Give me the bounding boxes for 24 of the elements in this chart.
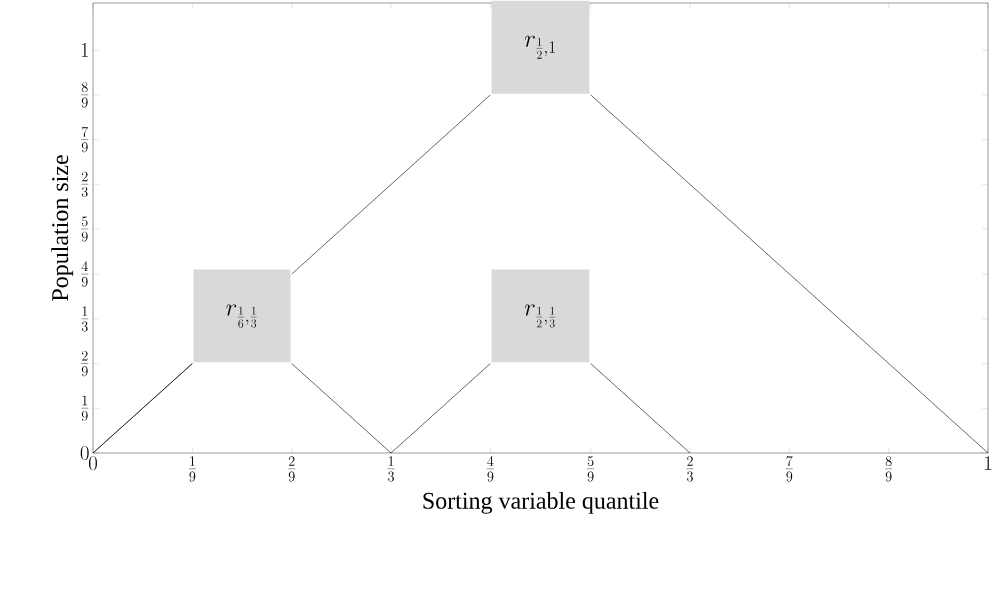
x-tick-label: $1$ bbox=[985, 456, 992, 470]
x-tick-label: $\frac{8}{9}$ bbox=[885, 456, 893, 482]
y-tick-label: $\frac{5}{9}$ bbox=[81, 216, 89, 242]
y-tick-label: $\frac{2}{9}$ bbox=[81, 350, 89, 377]
y-tick-label: $1$ bbox=[81, 43, 88, 57]
y-tick-label: $\frac{2}{3}$ bbox=[81, 171, 89, 197]
annotation: $r_{\frac{1}{6},\frac{1}{3}}$ bbox=[226, 304, 257, 328]
y-tick-label: $\frac{1}{3}$ bbox=[81, 306, 89, 332]
y-tick-label: $0$ bbox=[80, 445, 89, 460]
annotation: $r_{\frac{1}{2},1}$ bbox=[524, 35, 555, 59]
y-axis-title: Population size bbox=[51, 155, 74, 301]
y-tick-label: $\frac{1}{9}$ bbox=[81, 395, 89, 421]
x-tick-label: $\frac{2}{9}$ bbox=[288, 456, 296, 482]
x-tick-label: $\frac{2}{3}$ bbox=[686, 456, 694, 482]
y-tick-label: $\frac{8}{9}$ bbox=[81, 82, 89, 108]
x-tick-label: $\frac{5}{9}$ bbox=[587, 456, 595, 482]
y-tick-label: $\frac{7}{9}$ bbox=[81, 126, 89, 153]
annotation: $r_{\frac{1}{2},\frac{1}{3}}$ bbox=[524, 304, 556, 328]
x-tick-label: $\frac{1}{9}$ bbox=[188, 456, 196, 482]
x-axis-title: Sorting variable quantile bbox=[423, 491, 659, 514]
x-tick-label: $\frac{7}{9}$ bbox=[785, 456, 793, 482]
x-tick-label: $\frac{1}{3}$ bbox=[387, 456, 395, 482]
y-tick-label: $\frac{4}{9}$ bbox=[81, 261, 89, 287]
x-tick-label: $\frac{4}{9}$ bbox=[486, 456, 494, 482]
